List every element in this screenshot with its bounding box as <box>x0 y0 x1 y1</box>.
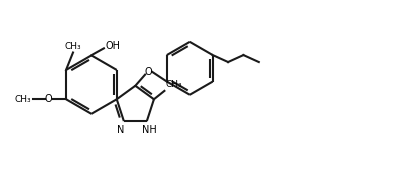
Text: O: O <box>144 67 152 77</box>
Text: CH₃: CH₃ <box>166 80 182 89</box>
Text: CH₃: CH₃ <box>65 42 81 51</box>
Text: OH: OH <box>105 41 121 51</box>
Text: NH: NH <box>142 125 157 135</box>
Text: CH₃: CH₃ <box>15 95 31 104</box>
Text: N: N <box>117 125 125 135</box>
Text: O: O <box>45 94 52 104</box>
